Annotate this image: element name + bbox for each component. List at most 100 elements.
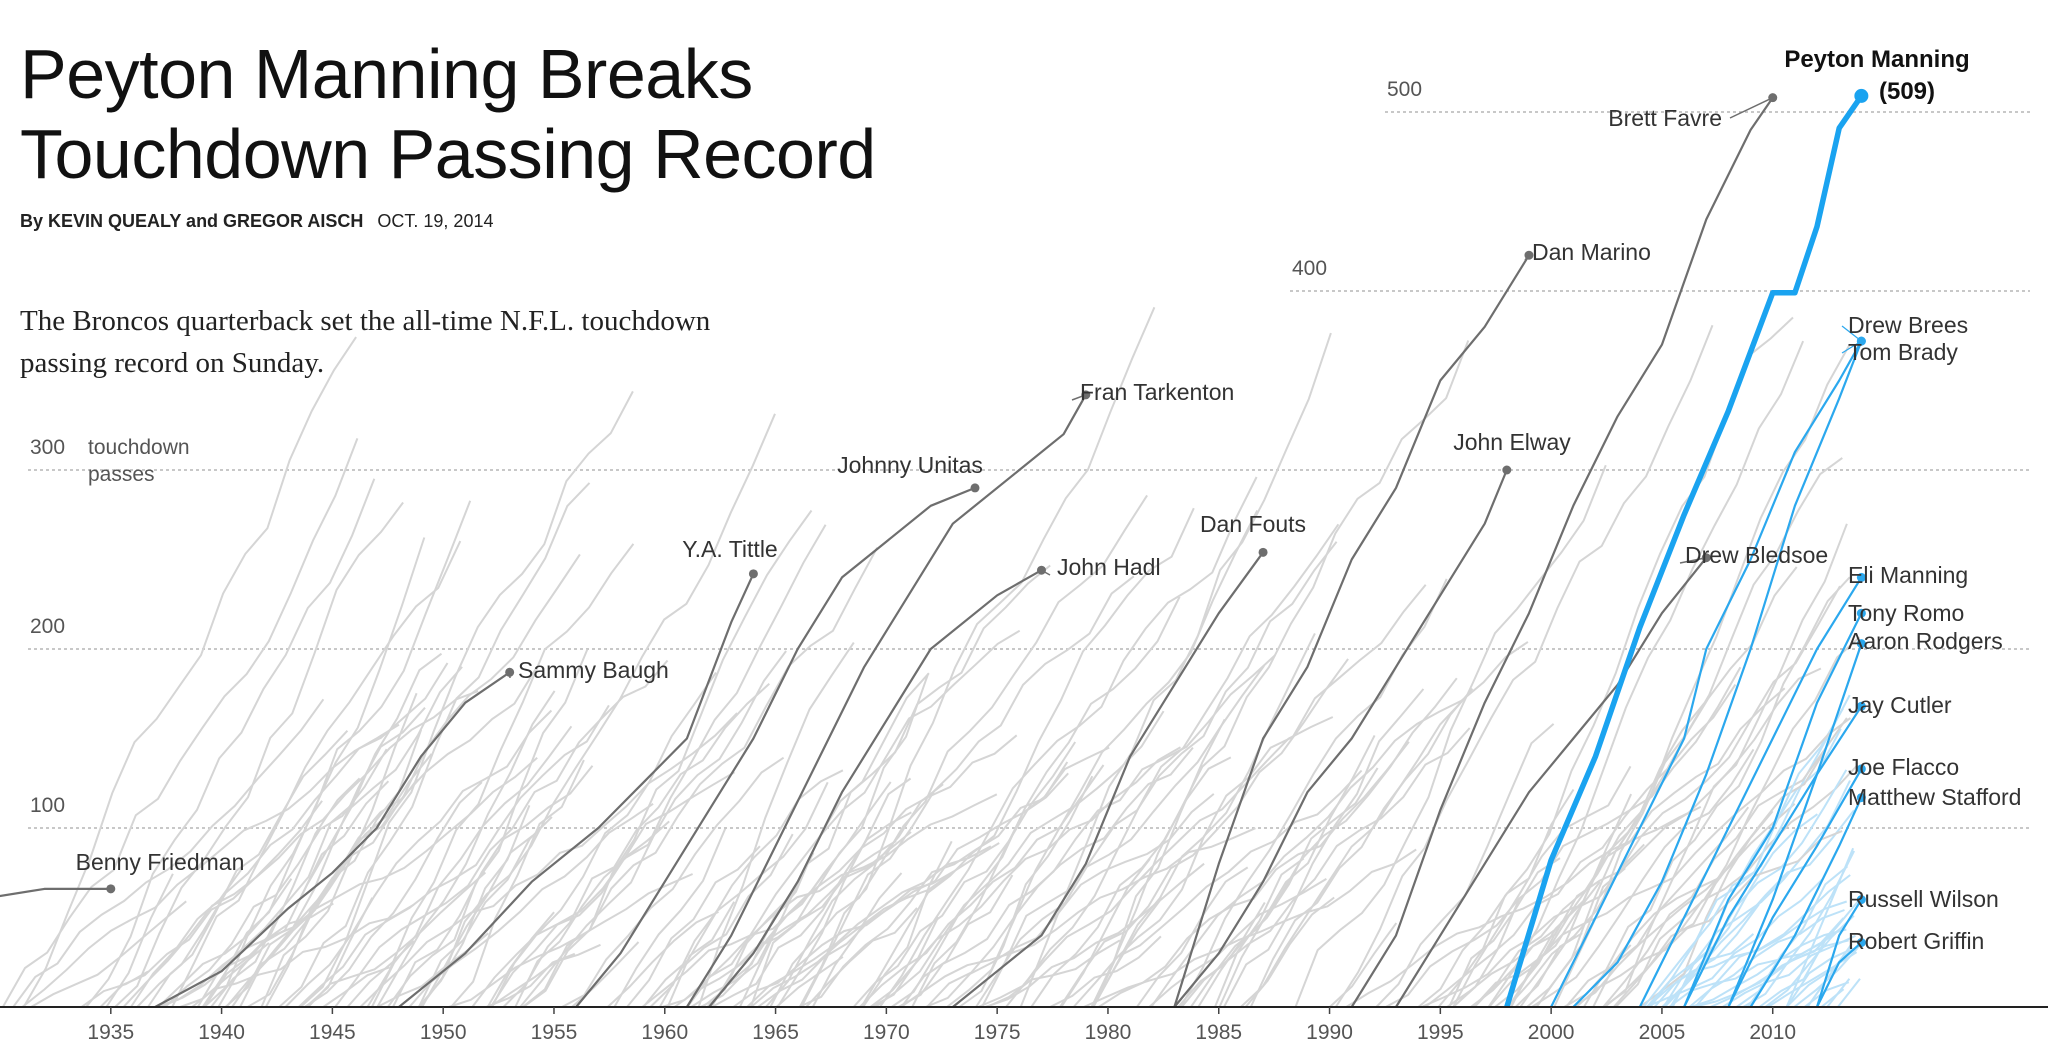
endpoint-matthew-stafford <box>1856 793 1866 803</box>
series-line-john-hadl[interactable] <box>708 569 1043 1008</box>
series-line-sammy-baugh[interactable] <box>154 671 511 1008</box>
background-career-line <box>1742 850 1855 1008</box>
series-labels: Peyton Manning (509) Brett Favre Dan Marino… <box>76 46 2022 954</box>
background-career-line <box>307 871 487 1008</box>
series-lines <box>0 88 1869 1008</box>
series-label-brett-favre[interactable]: Brett Favre <box>1608 105 1722 131</box>
series-label-john-elway[interactable]: John Elway <box>1453 429 1571 455</box>
background-career-line <box>1005 523 1340 1008</box>
background-career-line <box>522 547 879 1008</box>
series-line-aaron-rodgers[interactable] <box>1727 643 1863 1008</box>
series-label-drew-bledsoe[interactable]: Drew Bledsoe <box>1685 542 1828 568</box>
series-label-matthew-stafford[interactable]: Matthew Stafford <box>1848 784 2021 810</box>
background-career-line <box>1507 566 1798 1008</box>
series-line-russell-wilson[interactable] <box>1815 899 1863 1008</box>
series-label-tom-brady[interactable]: Tom Brady <box>1848 339 1958 365</box>
background-careers <box>2 306 1862 1008</box>
series-line-tony-romo[interactable] <box>1683 612 1863 1008</box>
series-label-drew-brees[interactable]: Drew Brees <box>1848 312 1968 338</box>
background-career-line <box>225 667 538 1008</box>
series-label-peyton-manning[interactable]: Peyton Manning <box>1784 46 1969 73</box>
background-career-line <box>502 683 770 1008</box>
background-career-line <box>642 769 844 1008</box>
background-career-line <box>757 772 1069 1008</box>
series-label-fran-tarkenton[interactable]: Fran Tarkenton <box>1080 379 1234 405</box>
series-label-y-a-tittle[interactable]: Y.A. Tittle <box>682 536 777 562</box>
byline-authors[interactable]: By KEVIN QUEALY and GREGOR AISCH <box>20 211 364 231</box>
endpoint-peyton-manning <box>1854 88 1869 103</box>
background-career-line <box>975 665 1265 1008</box>
series-label-tony-romo[interactable]: Tony Romo <box>1848 600 1964 626</box>
background-career-line <box>224 707 426 1008</box>
title-line-2: Touchdown Passing Record <box>20 115 876 193</box>
background-career-line <box>738 564 1051 1008</box>
background-career-line <box>392 765 594 1008</box>
background-career-line <box>626 845 761 1008</box>
series-line-joe-flacco[interactable] <box>1727 768 1863 1008</box>
background-career-line <box>981 541 1338 1008</box>
background-career-line <box>81 970 149 1008</box>
series-line-brett-favre[interactable] <box>1350 97 1774 1008</box>
leader-line-drew-bledsoe <box>1679 556 1707 564</box>
series-line-matthew-stafford[interactable] <box>1749 797 1863 1008</box>
background-career-line <box>1785 947 1854 1008</box>
series-line-peyton-manning[interactable] <box>1504 94 1864 1008</box>
background-career-line <box>746 845 992 1008</box>
background-career-line <box>377 932 489 1008</box>
background-career-line <box>869 746 1181 1008</box>
background-career-line <box>298 704 610 1008</box>
endpoint-jay-cutler <box>1856 701 1866 711</box>
background-career-line <box>239 778 419 1008</box>
endpoint-y-a-tittle <box>748 569 758 579</box>
background-career-line <box>946 510 1259 1008</box>
series-line-robert-griffin[interactable] <box>1816 941 1863 1008</box>
background-career-line <box>1767 951 1858 1008</box>
background-career-line <box>417 805 531 1008</box>
series-line-drew-bledsoe[interactable] <box>1395 557 1708 1008</box>
series-value-label-peyton-manning: (509) <box>1879 78 1935 105</box>
background-career-line <box>1092 862 1205 1008</box>
background-career-line <box>1249 687 1474 1008</box>
series-line-dan-marino[interactable] <box>1173 254 1530 1008</box>
endpoint-russell-wilson <box>1856 895 1866 905</box>
series-label-johnny-unitas[interactable]: Johnny Unitas <box>837 452 983 478</box>
series-label-joe-flacco[interactable]: Joe Flacco <box>1848 754 1959 780</box>
series-line-benny-friedman[interactable] <box>0 887 111 909</box>
background-career-line <box>1448 857 1561 1008</box>
background-career-line <box>85 478 376 1008</box>
x-tick-label-1940: 1940 <box>198 1021 245 1044</box>
background-career-line <box>926 746 1194 1008</box>
background-career-line <box>958 775 1094 1008</box>
series-line-john-elway[interactable] <box>1173 469 1508 1008</box>
series-label-dan-marino[interactable]: Dan Marino <box>1532 239 1651 265</box>
series-label-aaron-rodgers[interactable]: Aaron Rodgers <box>1848 628 2003 654</box>
y-tick-label-100: 100 <box>30 794 65 817</box>
x-tick-label-1975: 1975 <box>974 1021 1021 1044</box>
series-label-robert-griffin[interactable]: Robert Griffin <box>1848 928 1984 954</box>
series-line-johnny-unitas[interactable] <box>575 486 976 1008</box>
background-career-line <box>1446 926 1559 1008</box>
endpoint-johnny-unitas <box>970 483 980 493</box>
series-label-dan-fouts[interactable]: Dan Fouts <box>1200 511 1306 537</box>
y-tick-label-300: 300 <box>30 436 65 459</box>
background-career-line <box>871 916 940 1008</box>
series-line-tom-brady[interactable] <box>1550 340 1863 1008</box>
background-career-line <box>800 575 1135 1008</box>
series-label-benny-friedman[interactable]: Benny Friedman <box>76 849 245 875</box>
background-career-line <box>1722 934 1856 1008</box>
series-line-fran-tarkenton[interactable] <box>685 394 1087 1008</box>
series-label-sammy-baugh[interactable]: Sammy Baugh <box>518 657 669 683</box>
y-tick-label-500: 500 <box>1387 78 1422 101</box>
series-line-eli-manning[interactable] <box>1638 576 1863 1008</box>
background-career-line <box>1487 667 1822 1008</box>
series-line-jay-cutler[interactable] <box>1683 705 1863 1008</box>
series-line-y-a-tittle[interactable] <box>398 573 755 1008</box>
series-label-jay-cutler[interactable]: Jay Cutler <box>1848 692 1952 718</box>
background-career-line <box>852 741 1077 1008</box>
series-label-russell-wilson[interactable]: Russell Wilson <box>1848 886 1999 912</box>
series-line-drew-brees[interactable] <box>1572 340 1863 1008</box>
series-line-dan-fouts[interactable] <box>952 551 1264 1008</box>
series-label-eli-manning[interactable]: Eli Manning <box>1848 562 1968 588</box>
series-label-john-hadl[interactable]: John Hadl <box>1057 554 1161 580</box>
